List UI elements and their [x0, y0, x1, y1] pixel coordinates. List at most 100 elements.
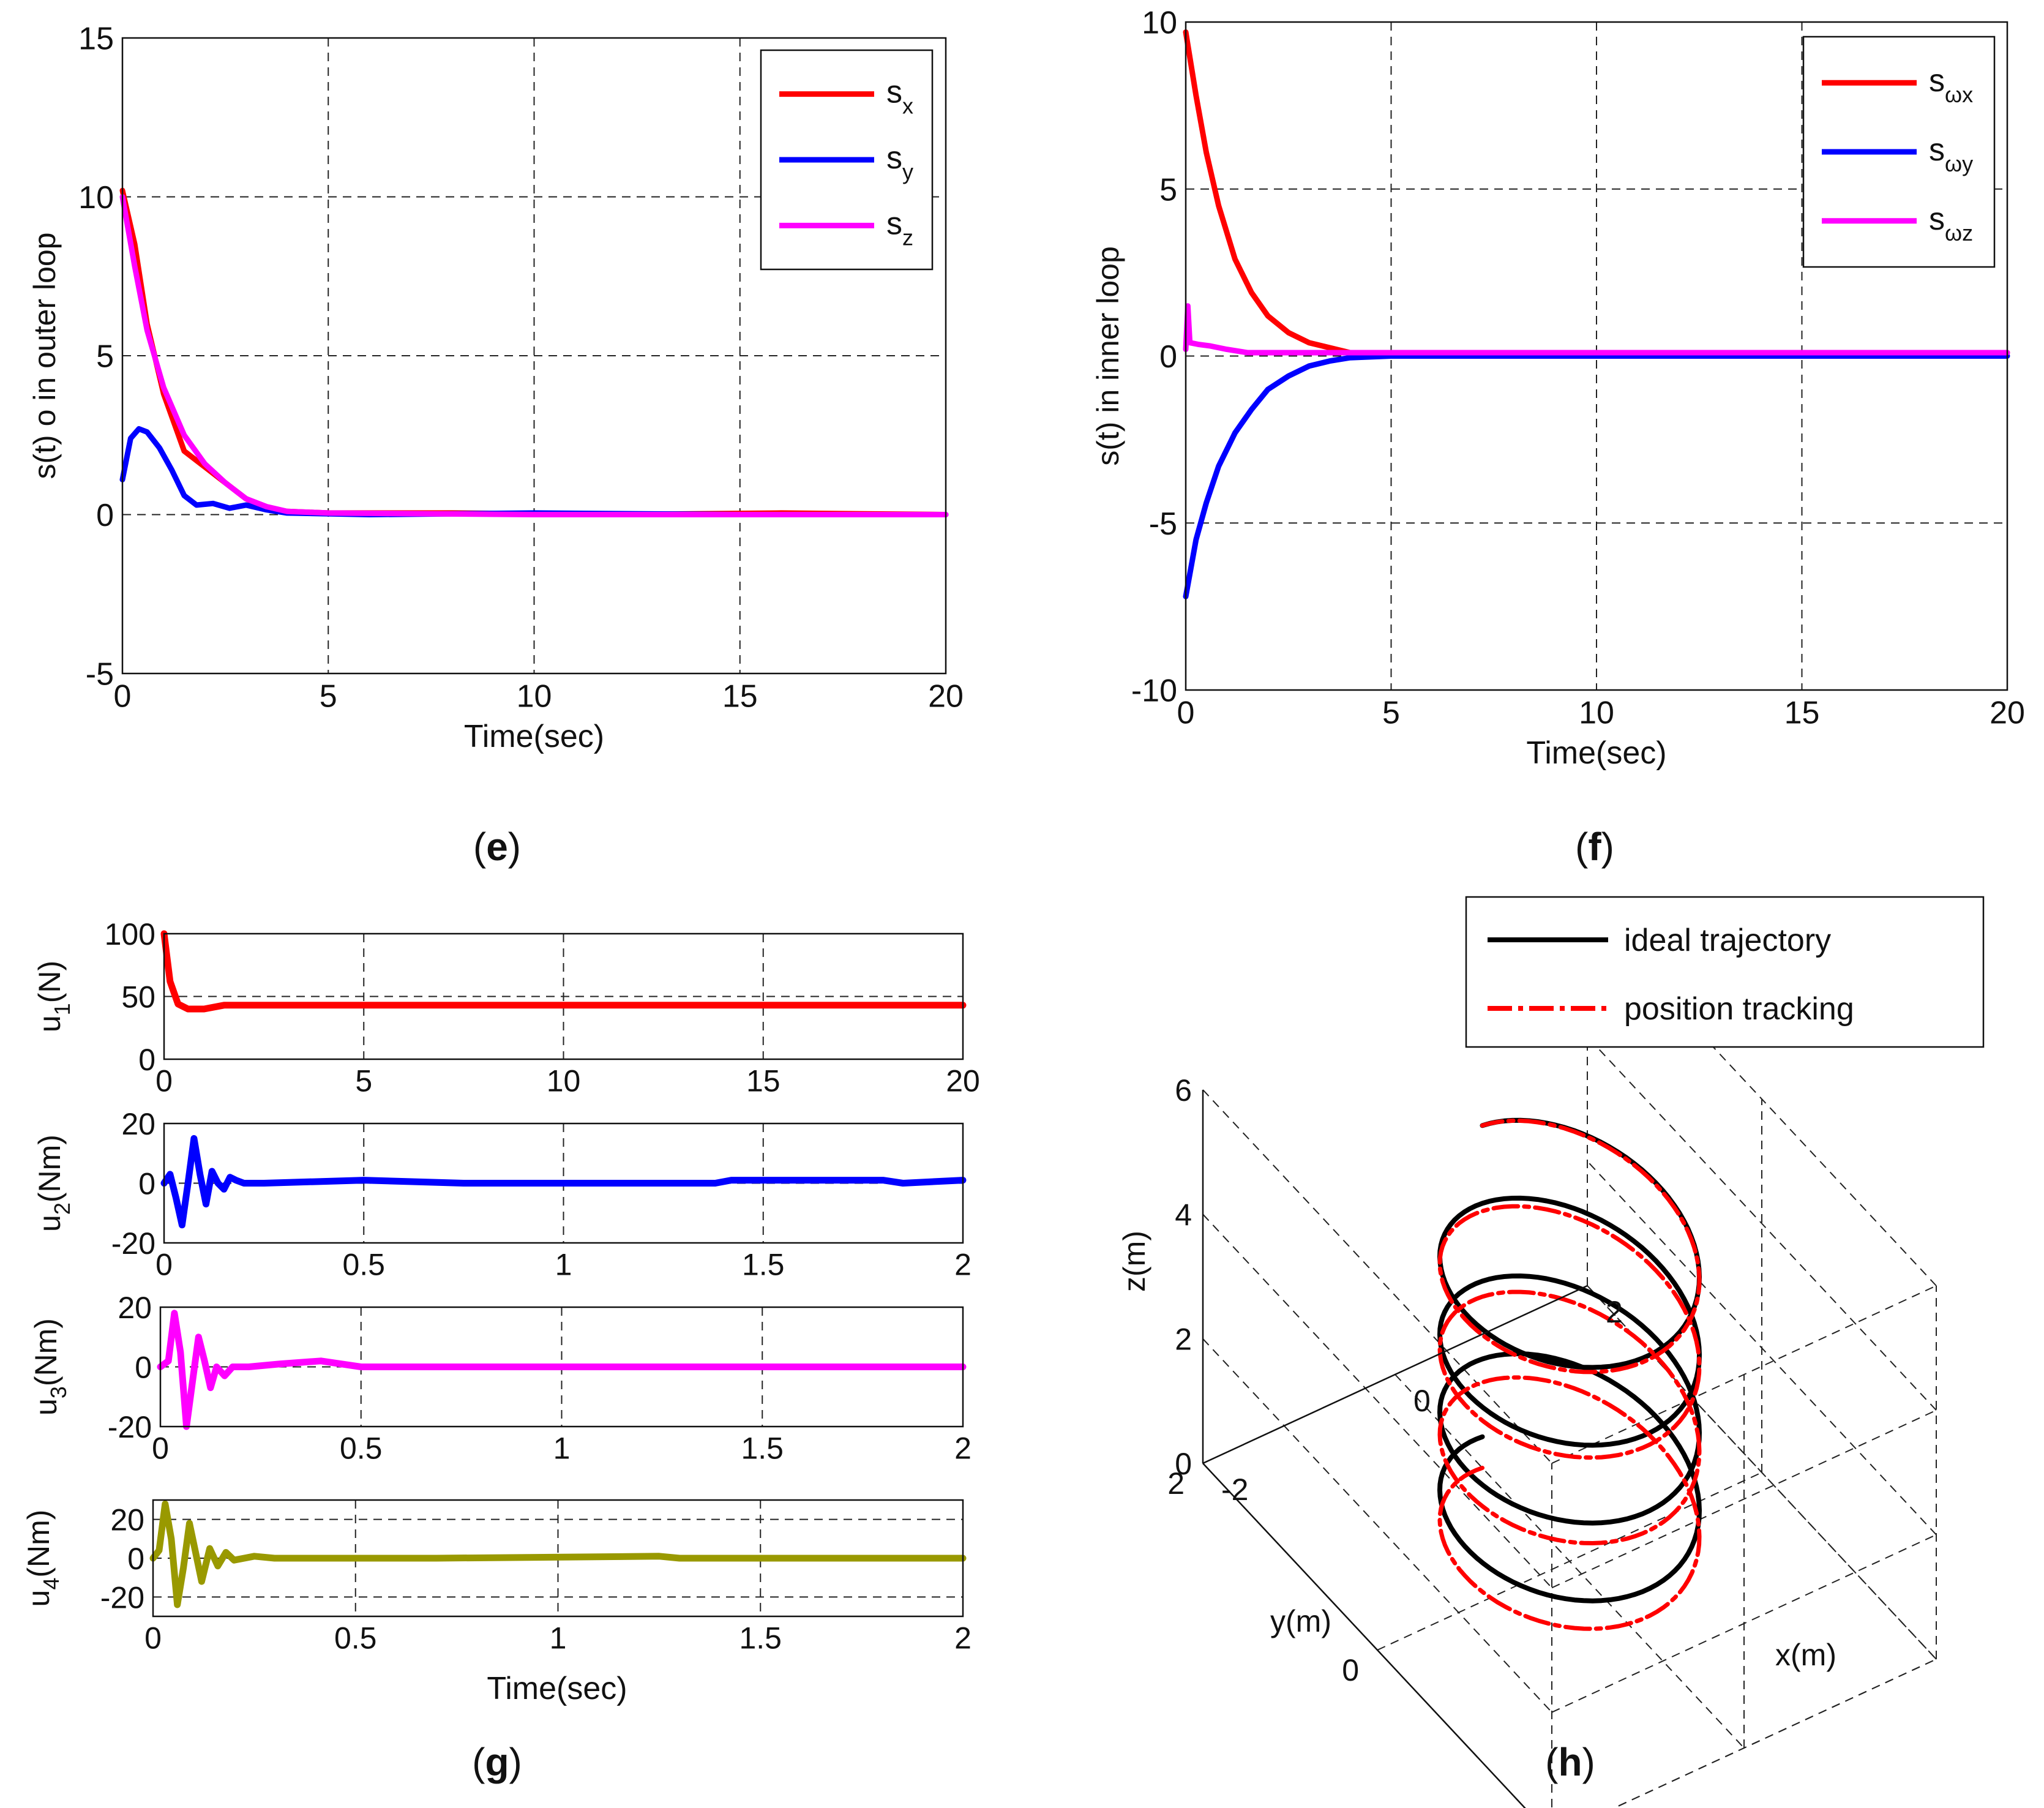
y-tick-label: -20	[100, 1580, 144, 1615]
x-tick-label: -2	[1221, 1472, 1248, 1507]
x-tick-label: 0.5	[340, 1431, 383, 1466]
y-tick-label: 0	[127, 1542, 144, 1576]
y-axis-label: u2(Nm)	[32, 1135, 75, 1232]
x-tick-label: 15	[1784, 696, 1820, 731]
x-axis	[1202, 1285, 1588, 1465]
y-tick-label: 10	[78, 180, 114, 216]
y-tick-label: 20	[121, 1107, 155, 1141]
y-tick-label: 0	[1342, 1653, 1359, 1687]
legend-label: sωy	[1929, 132, 1973, 176]
grid-line-z	[1587, 1036, 1937, 1411]
legend-box	[1465, 896, 1985, 1048]
x-tick-label: 0	[114, 679, 132, 715]
legend-label: sz	[886, 206, 913, 250]
y-tick-label: -5	[86, 657, 114, 692]
x-tick-label: 1.5	[741, 1431, 784, 1466]
x-tick-label: 1	[550, 1621, 567, 1656]
series-line-ωz	[1183, 303, 2010, 356]
y-tick-label: -20	[111, 1226, 155, 1261]
grid-line-z	[1202, 1089, 1552, 1464]
x-tick-label: 20	[946, 1064, 980, 1098]
axes-frame	[163, 1122, 964, 1244]
x-axis-label: Time(sec)	[487, 1671, 627, 1706]
axes-frame	[152, 1499, 964, 1618]
y-tick-label: 5	[1159, 172, 1177, 208]
x-tick-label: 5	[355, 1064, 372, 1098]
legend-label: sωz	[1929, 201, 1973, 246]
y-tick-label: 20	[110, 1503, 144, 1537]
series-line-ωy	[1183, 353, 2010, 599]
x-axis-label: Time(sec)	[1526, 735, 1666, 771]
legend-label: sy	[886, 140, 913, 184]
caption-e: (e)	[473, 825, 521, 869]
z-tick-label: 0	[1175, 1447, 1192, 1481]
grid-line-y	[1612, 1659, 1937, 1808]
x-tick-label: 0.5	[334, 1621, 377, 1656]
chart-panel-f: 0 5 10 15 20 -10 -5 0 5 10 Time(sec) s(t) in inner …	[1091, 6, 2025, 771]
y-axis	[1202, 1463, 1526, 1808]
x-tick-label: 0	[152, 1431, 169, 1466]
x-tick-label: 5	[320, 679, 337, 715]
x-tick-label: 1	[553, 1431, 571, 1466]
z-tick-label: 4	[1175, 1198, 1192, 1232]
x-tick-label: 0	[155, 1248, 173, 1282]
x-tick-label: 0	[1177, 696, 1195, 731]
x-tick-label: 2	[954, 1248, 971, 1282]
series-line-u3	[157, 1310, 967, 1430]
y-tick-label: 5	[96, 339, 114, 375]
y-tick-label: -20	[108, 1410, 152, 1444]
y-axis-label: u4(Nm)	[21, 1510, 64, 1607]
caption-f: (f)	[1575, 825, 1614, 869]
series-line-u1	[160, 930, 967, 1013]
grid-line-z	[1202, 1463, 1526, 1808]
x-tick-label: 2	[1606, 1295, 1623, 1329]
legend-label: position tracking	[1624, 991, 1854, 1027]
grid-line-z	[1202, 1338, 1552, 1713]
y-tick-label: 0	[138, 1043, 155, 1077]
axes-frame	[1185, 21, 2008, 691]
legend-label: sωx	[1929, 63, 1973, 107]
y-tick-label: 0	[96, 498, 114, 533]
subplot-u1: 0 5 10 15 20 0 50 100 u1(N)	[32, 917, 980, 1098]
grid-line-x	[1202, 1463, 1526, 1808]
legend-label: ideal trajectory	[1624, 923, 1831, 958]
y-tick-label: 50	[121, 980, 155, 1015]
y-tick-label: 15	[78, 21, 114, 57]
series-line-z	[119, 194, 949, 517]
z-tick-label: 2	[1175, 1322, 1192, 1357]
series-line-ideal-trajectory	[1437, 1117, 1702, 1604]
y-tick-label: -5	[1149, 506, 1177, 542]
x-axis-label: Time(sec)	[464, 719, 604, 754]
axes-frame	[159, 1306, 964, 1428]
x-tick-label: 2	[954, 1621, 971, 1656]
y-tick-label: 100	[105, 917, 155, 951]
y-axis-label: u1(N)	[32, 961, 75, 1032]
grid-line-y	[1377, 1472, 1762, 1651]
x-tick-label: 0	[1413, 1384, 1431, 1418]
axes-frame	[121, 37, 947, 675]
y-tick-label: 10	[1142, 6, 1177, 41]
y-axis-label: u3(Nm)	[29, 1318, 71, 1416]
grid-line-z	[1202, 1213, 1552, 1589]
x-tick-label: 15	[746, 1064, 781, 1098]
y-axis-label: y(m)	[1270, 1604, 1331, 1638]
y-tick-label: 20	[118, 1291, 152, 1325]
y-tick-label: 0	[1159, 339, 1177, 375]
y-tick-label: 2	[1167, 1466, 1185, 1501]
x-tick-label: 1	[555, 1248, 572, 1282]
x-tick-label: 20	[928, 679, 964, 715]
y-axis-label: s(t) in inner loop	[1091, 246, 1125, 466]
y-tick-label: 0	[138, 1167, 155, 1201]
series-line-u2	[160, 1135, 967, 1229]
y-axis-label: s(t) o in outer loop	[28, 233, 62, 479]
x-tick-label: 5	[1382, 696, 1400, 731]
x-tick-label: 10	[547, 1064, 581, 1098]
series-line-u4	[149, 1500, 967, 1608]
x-tick-label: 0.5	[342, 1248, 385, 1282]
